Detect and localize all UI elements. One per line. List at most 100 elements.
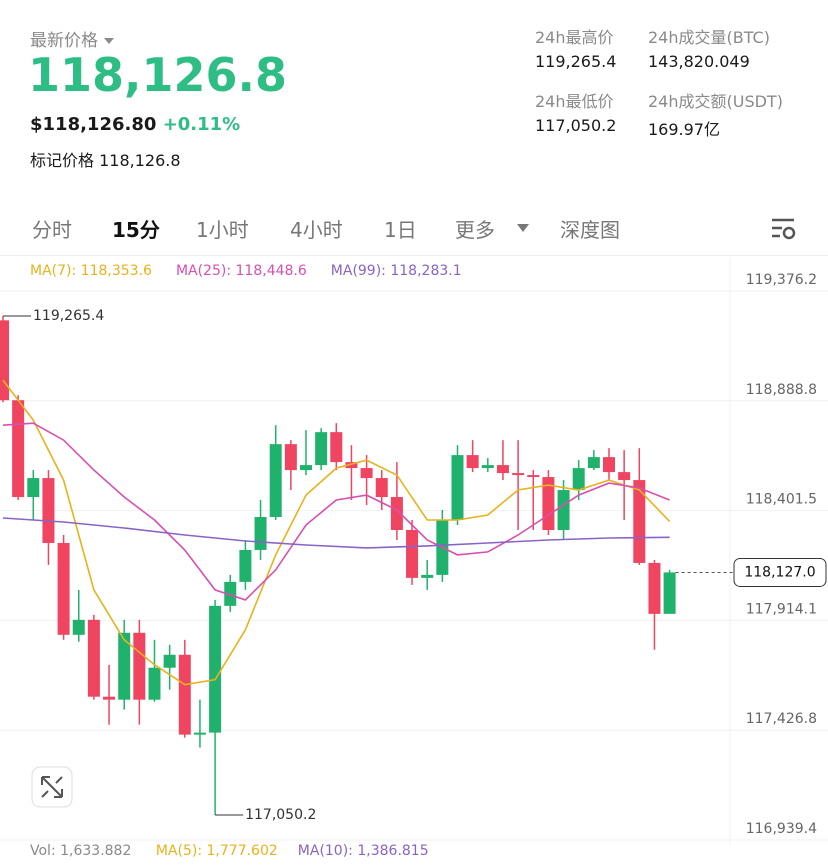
candle-body [254,516,267,550]
usd-price-text: $118,126.80 [30,114,157,135]
candle-body [148,667,161,700]
tab[interactable]: 更多 [455,218,495,242]
candle-body [239,549,252,582]
y-tick-label: 117,426.8 [746,711,817,727]
y-tick-label: 118,888.8 [746,382,817,398]
tab[interactable]: 1小时 [196,218,249,242]
ma-legend: MA(7): 118,353.6 MA(25): 118,448.6 MA(99):… [30,263,462,279]
candle-body [633,480,646,563]
tab[interactable]: 深度图 [560,218,620,242]
legend-name: MA(7): [30,263,77,279]
tab[interactable]: 分时 [32,218,72,242]
candle-body [330,432,343,463]
legend-value: 118,283.1 [390,263,462,279]
candle-body [496,465,509,474]
stat-label: 24h成交额(USDT) [648,92,783,111]
candle-body [133,632,146,700]
candle-body [27,478,40,498]
candle-body [315,432,328,466]
candle-body [0,320,9,401]
annotation-label: 119,265.4 [33,308,104,324]
tab[interactable]: 15分 [112,218,160,242]
vol-ma-value: 1,777.602 [206,843,278,859]
vol-ma-name: MA(10): [297,843,353,859]
stat-value: 143,820.049 [648,52,750,71]
y-tick-label: 117,914.1 [746,601,817,617]
candle-body [103,696,116,700]
last-price-box [733,557,827,587]
y-tick-label: 119,376.2 [746,272,817,288]
stat-value: 117,050.2 [535,116,617,135]
vol-label: Vol: [30,843,56,859]
mark-label: 标记价格 [30,151,95,170]
candle-body [663,572,676,614]
candle-body [466,455,479,469]
volume-row: Vol: 1,633.882 MA(5): 1,777.602 MA(10): 1… [30,843,429,859]
candle-body [269,444,282,517]
candle-body [12,400,25,498]
candle-body [587,457,600,469]
candle-body [572,468,585,491]
legend-value: 118,353.6 [80,263,152,279]
mark-price: 标记价格 118,126.8 [30,147,181,171]
vol-ma-name: MA(5): [155,843,203,859]
candle-body [178,654,191,735]
candle-body [118,632,131,700]
candle-body [390,497,403,530]
legend-name: MA(25): [175,263,232,279]
candle-body [42,478,55,543]
price-label-text: 最新价格 [30,31,98,51]
candle-body [72,619,85,635]
candle-body [512,473,525,476]
ma-line [2,379,671,686]
last-price-label: 118,127.0 [744,564,815,580]
candle-body [603,457,615,473]
candle-body [481,465,494,469]
legend-value: 118,448.6 [235,263,307,279]
candle-body [618,472,631,481]
candle-body [87,619,100,697]
stat-label: 24h最低价 [535,92,614,111]
candle-body [224,581,237,606]
candle-body [209,605,222,733]
y-tick-label: 116,939.4 [746,821,817,837]
stat-label: 24h最高价 [535,28,614,47]
settings-icon[interactable] [770,216,798,242]
stat-label: 24h成交量(BTC) [648,28,770,47]
stat-value: 119,265.4 [535,52,617,71]
candle-body [57,542,70,635]
stat-value: 169.97亿 [648,120,720,139]
legend-name: MA(99): [330,263,386,279]
candle-body [300,465,312,471]
candle-body [163,654,176,668]
expand-icon[interactable] [31,766,73,808]
vol-ma-value: 1,386.815 [357,843,429,859]
tab[interactable]: 1日 [384,218,417,242]
price-change: +0.11% [162,114,241,135]
candle-body [345,462,358,469]
divider [0,255,828,256]
mark-value: 118,126.8 [99,151,181,170]
candle-body [421,574,434,578]
vol-value: 1,633.882 [60,843,132,859]
price-label[interactable]: 最新价格 [30,26,115,51]
candle-body [648,562,661,614]
usd-price: $118,126.80 +0.11% [30,114,240,135]
candle-body [451,455,464,520]
annotation-label: 117,050.2 [245,807,316,823]
y-tick-label: 118,401.5 [746,492,817,508]
candle-body [527,475,540,478]
candle-body [193,732,206,735]
candle-body [557,490,570,530]
last-price: 118,126.8 [28,48,287,102]
ma-line [2,422,670,601]
candle-body [284,444,297,471]
ma-line [2,517,670,549]
dropdown-arrow [104,38,115,44]
tab[interactable]: 4小时 [290,218,343,242]
candle-body [375,478,388,498]
more-arrow [517,224,529,232]
candle-body [406,529,419,578]
